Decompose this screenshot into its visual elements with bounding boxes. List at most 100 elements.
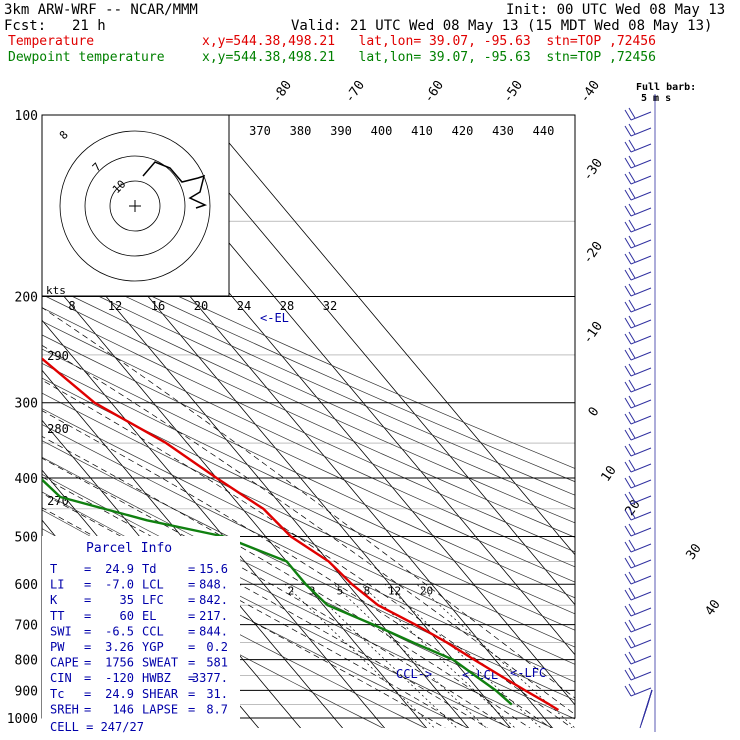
wind-barb-flag	[624, 685, 632, 697]
wind-barb-flag	[624, 445, 632, 457]
forecast-hours: 21 h	[72, 18, 106, 34]
wind-barb	[630, 527, 652, 537]
wind-barb-flag	[628, 347, 636, 359]
wind-barb-flag	[628, 139, 636, 151]
parcel-equals: =	[84, 671, 91, 685]
mixing-ratio-label: 20	[420, 585, 433, 598]
wind-barb	[630, 543, 652, 553]
wind-barb	[630, 383, 652, 393]
moist-adiabat	[42, 457, 510, 728]
wind-barb-flag	[624, 173, 632, 185]
wind-barb-flag	[624, 285, 632, 297]
parcel-label: SREH	[50, 702, 79, 716]
isotherm	[205, 115, 575, 556]
theta-e-label: 390	[330, 124, 352, 138]
theta-e-label: 370	[249, 124, 271, 138]
parcel-equals: =	[84, 656, 91, 670]
parcel-label: CCL	[142, 624, 164, 638]
dry-adiabat	[42, 320, 575, 568]
parcel-equals: =	[188, 593, 195, 607]
dry-adiabat	[42, 243, 575, 483]
pressure-label: 300	[15, 397, 38, 412]
mixing-ratio-line	[305, 583, 458, 728]
hodograph-speed-label: 12	[108, 299, 122, 313]
parcel-equals: =	[188, 656, 195, 670]
dewpoint-location: x,y=544.38,498.21 lat,lon= 39.07, -95.63…	[202, 50, 656, 65]
moist-adiabat	[42, 435, 531, 728]
wind-barb-flag	[624, 461, 632, 473]
parcel-equals: =	[188, 671, 195, 685]
parcel-value: 217.	[199, 609, 228, 623]
wind-barb-flag	[624, 413, 632, 425]
wind-barb-flag	[628, 539, 636, 551]
wind-barb-flag	[624, 189, 632, 201]
hodograph-ring	[109, 180, 161, 232]
parcel-label: LFC	[142, 593, 164, 607]
temperature-legend: Temperature	[8, 34, 95, 49]
wind-barb-flag	[624, 269, 632, 281]
wind-barb	[630, 495, 652, 505]
wind-barb	[630, 255, 652, 265]
parcel-title: Parcel Info	[86, 541, 172, 556]
parcel-label: K	[50, 593, 58, 607]
wind-barb-surface	[646, 689, 653, 708]
wind-barb-flag	[624, 557, 632, 569]
isotherm	[79, 115, 575, 706]
wind-barb-flag	[624, 157, 632, 169]
isotherm-label: 10	[598, 463, 619, 484]
mixing-ratio-label: 2	[288, 585, 295, 598]
isotherm-label: 40	[702, 597, 723, 618]
wind-barb-flag	[624, 381, 632, 393]
wind-barb	[630, 655, 652, 665]
wind-barb	[630, 239, 652, 249]
wind-barb-flag	[628, 491, 636, 503]
wind-barb-flag	[628, 203, 636, 215]
dry-adiabat	[42, 281, 575, 524]
wind-barb	[630, 367, 652, 377]
pressure-label: 200	[15, 291, 38, 306]
isotherm	[121, 115, 575, 656]
parcel-label: T	[50, 562, 57, 576]
mixing-ratio-label: 8	[364, 585, 371, 598]
wind-barb	[630, 623, 652, 633]
wind-barb-flag	[628, 555, 636, 567]
full-barb-value: 5 m s	[641, 93, 672, 104]
forecast-label: Fcst:	[4, 18, 47, 34]
wind-barb	[630, 223, 652, 233]
parcel-label: SWEAT	[142, 656, 178, 670]
parcel-value: 31.	[206, 687, 228, 701]
dry-adiabat	[42, 231, 575, 469]
wind-barb-flag	[628, 507, 636, 519]
parcel-label: CIN	[50, 671, 72, 685]
parcel-label: Td	[142, 562, 156, 576]
wind-barb-flag	[624, 397, 632, 409]
dry-adiabat	[42, 348, 575, 599]
isotherm-label: -80	[269, 78, 295, 106]
parcel-equals: =	[188, 609, 195, 623]
wind-barb	[630, 143, 652, 153]
wind-barb-flag	[624, 605, 632, 617]
wind-barb-flag	[628, 587, 636, 599]
mixing-ratio-label: 12	[388, 585, 401, 598]
parcel-label: PW	[50, 640, 65, 654]
hodograph-trace	[142, 161, 208, 209]
parcel-label: LI	[50, 578, 64, 592]
isotherm-label: -70	[342, 78, 368, 106]
init-time: Init: 00 UTC Wed 08 May 13	[506, 2, 726, 18]
pressure-label: 1000	[7, 712, 38, 727]
wind-barb	[630, 335, 652, 345]
full-barb-label: Full barb:	[636, 82, 697, 93]
parcel-equals: =	[188, 578, 195, 592]
wind-barb	[630, 575, 652, 585]
hodograph-speed-label: 20	[194, 299, 208, 313]
isotherm-label: 20	[622, 497, 643, 518]
parcel-label: TT	[50, 609, 64, 623]
wind-barb-flag	[624, 429, 632, 441]
parcel-equals: =	[188, 624, 195, 638]
moist-adiabat	[42, 307, 575, 699]
isotherm	[42, 169, 512, 728]
dry-adiabat	[42, 456, 575, 720]
dry-adiabat	[42, 334, 575, 583]
wind-barb-flag	[628, 315, 636, 327]
